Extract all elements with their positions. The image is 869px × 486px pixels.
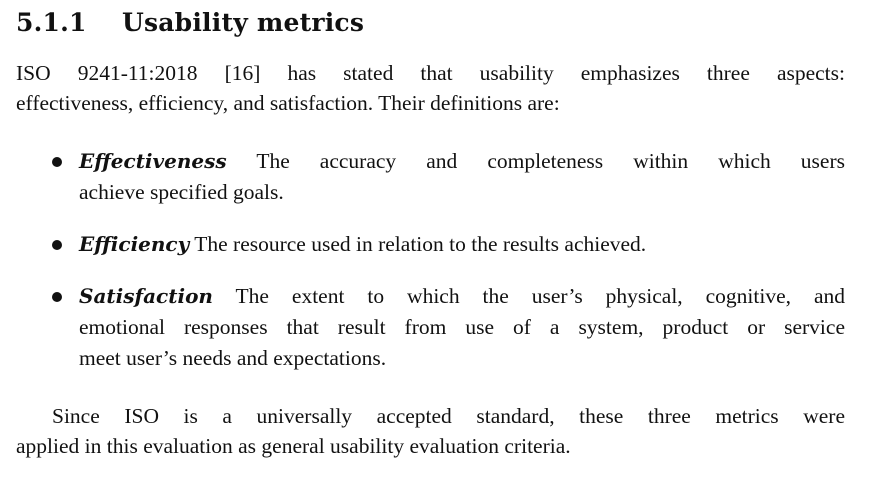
- intro-line-1: ISO 9241-11:2018 [16] has stated that us…: [16, 61, 845, 85]
- definition-efficiency-line-1: The resource used in relation to the res…: [194, 232, 647, 256]
- definition-effectiveness-line-2: achieve specified goals.: [79, 180, 284, 204]
- closing-line-2: applied in this evaluation as general us…: [16, 434, 571, 458]
- definition-satisfaction-line-1: The extent to which the user’s physical,…: [235, 284, 845, 308]
- term-efficiency: Efficiency: [79, 232, 190, 256]
- definition-satisfaction-line-3: meet user’s needs and expectations.: [79, 346, 387, 370]
- list-item-satisfaction: Satisfaction The extent to which the use…: [79, 281, 845, 311]
- closing-line-1: Since ISO is a universally accepted stan…: [52, 404, 845, 428]
- section-number: 5.1.1: [16, 8, 87, 37]
- bullet-effectiveness: [52, 157, 62, 167]
- bullet-satisfaction: [52, 292, 62, 302]
- term-effectiveness: Effectiveness: [79, 149, 227, 173]
- list-item-efficiency: Efficiency The resource used in relation…: [79, 229, 646, 259]
- intro-line-2: effectiveness, efficiency, and satisfact…: [16, 91, 560, 115]
- definition-satisfaction-line-2: emotional responses that result from use…: [79, 315, 845, 339]
- list-item-effectiveness: Effectiveness The accuracy and completen…: [79, 146, 845, 176]
- definition-effectiveness-line-1: The accuracy and completeness within whi…: [256, 149, 845, 173]
- term-satisfaction: Satisfaction: [79, 284, 213, 308]
- bullet-efficiency: [52, 240, 62, 250]
- section-heading: 5.1.1 Usability metrics: [16, 6, 364, 40]
- section-title: Usability metrics: [122, 8, 365, 37]
